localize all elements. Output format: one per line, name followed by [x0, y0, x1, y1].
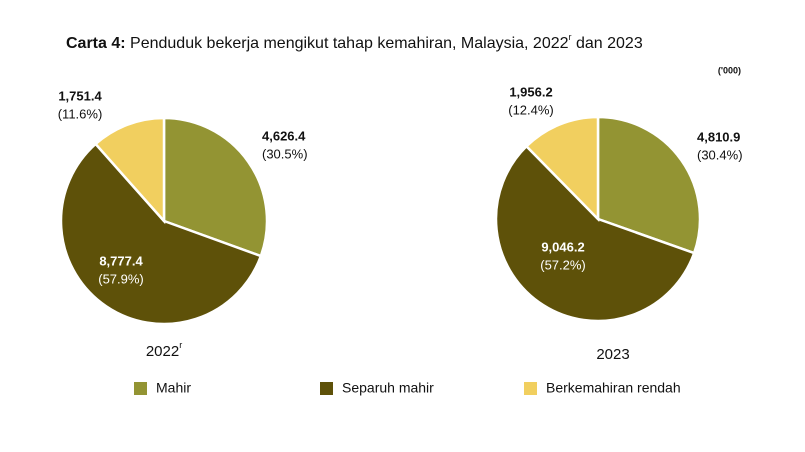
title-prefix: Carta 4:	[66, 35, 126, 52]
pie-slice	[596, 115, 702, 255]
percent-label: (30.5%)	[262, 146, 308, 161]
value-label: 1,751.4	[58, 88, 102, 103]
percent-label: (11.6%)	[58, 106, 103, 121]
pie-label-year: 2022	[146, 343, 179, 360]
value-label: 4,626.4	[262, 128, 306, 143]
pie-slice	[524, 115, 600, 223]
legend-label: Berkemahiran rendah	[546, 380, 681, 396]
pie-slice	[162, 116, 269, 258]
title-rest: dan 2023	[576, 35, 643, 52]
legend-swatch	[524, 382, 537, 395]
title-note: r	[569, 32, 572, 42]
pie-label-note: r	[179, 340, 182, 350]
legend-swatch	[134, 382, 147, 395]
value-label: 8,777.4	[99, 253, 143, 268]
pie-label-year: 2023	[596, 346, 629, 363]
legend-label: Mahir	[156, 380, 191, 396]
legend-label: Separuh mahir	[342, 380, 434, 396]
chart-title: Carta 4: Penduduk bekerja mengikut tahap…	[66, 32, 643, 52]
unit-label: ('000)	[718, 65, 741, 75]
legend-swatch	[320, 382, 333, 395]
pie-slice	[494, 144, 696, 323]
pie-slice	[93, 116, 166, 225]
value-label: 1,956.2	[509, 84, 552, 99]
pie-label: 2022r	[146, 340, 182, 360]
percent-label: (57.2%)	[540, 257, 586, 272]
value-label: 4,810.9	[697, 129, 740, 144]
pie-slice	[59, 142, 263, 326]
title-text: Penduduk bekerja mengikut tahap kemahira…	[130, 35, 569, 52]
percent-label: (30.4%)	[697, 147, 743, 162]
percent-label: (57.9%)	[98, 271, 144, 286]
value-label: 9,046.2	[541, 239, 584, 254]
percent-label: (12.4%)	[508, 102, 554, 117]
pie-label: 2023	[596, 346, 629, 363]
